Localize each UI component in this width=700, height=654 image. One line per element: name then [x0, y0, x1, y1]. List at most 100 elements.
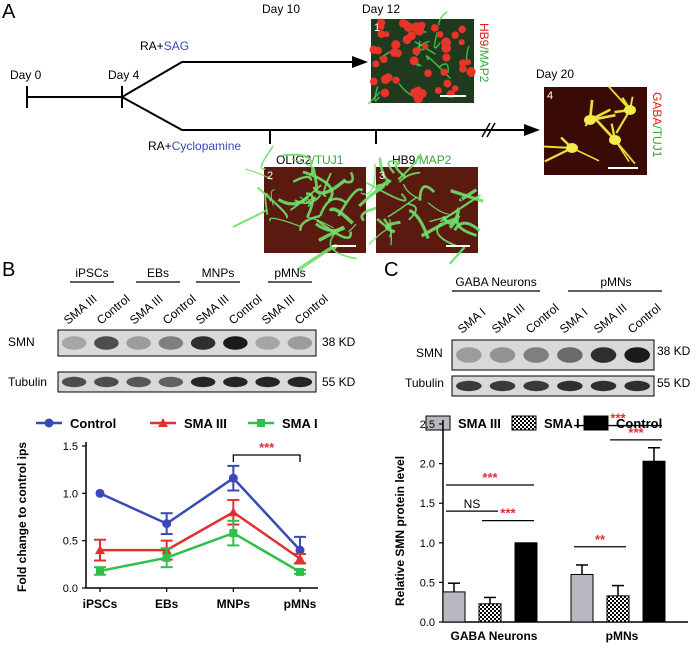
- branch-cyclopamine-line: [121, 96, 528, 131]
- micrograph-fiber: [289, 184, 322, 211]
- micrograph-1-nucleus: [424, 69, 432, 77]
- micrograph-1-nucleus: [380, 88, 390, 98]
- panel-c-tubulin-strip: [451, 375, 655, 397]
- panel-b-blot-label: Tubulin: [8, 375, 47, 389]
- micrograph-fiber: [260, 145, 274, 171]
- micrograph-fiber: [418, 185, 436, 201]
- panel-b-group-label: MNPs: [202, 266, 235, 280]
- panel-c-lane-label: SMA III: [489, 301, 528, 337]
- micrograph-fiber: [269, 217, 303, 228]
- legend-swatch: [425, 415, 451, 431]
- panel-c-tubulin-band: [489, 380, 516, 392]
- bar-sma-i: [478, 603, 502, 623]
- panel-b-blot-size: 38 KD: [322, 335, 356, 349]
- chart-b-y-tick-label: 0.0: [63, 583, 78, 595]
- micrograph-fiber: [407, 203, 417, 221]
- micrograph-1-nucleus: [464, 59, 472, 66]
- micrograph-fiber: [397, 153, 422, 181]
- panel-c-group-label: GABA Neurons: [455, 275, 536, 289]
- panel-b-lane-label: SMA III: [61, 292, 100, 328]
- micrograph-4-soma: [584, 115, 596, 125]
- micrograph-1-nucleus: [402, 20, 409, 27]
- chart-b-x-tick-label: MNPs: [217, 597, 251, 611]
- day20-label: Day 20: [536, 67, 574, 81]
- micrograph-fiber: [314, 222, 345, 232]
- panel-c-group-label: pMNs: [600, 275, 631, 289]
- bar-control: [514, 542, 538, 623]
- micrograph-4-neurite: [591, 114, 616, 141]
- micrograph-1-nucleus: [459, 65, 467, 73]
- panel-b-tubulin-band: [190, 376, 216, 388]
- branch-sag-label: RA+SAG: [140, 39, 189, 53]
- significance-label: ***: [482, 470, 498, 485]
- chart-c-y-tick-label: 0.5: [420, 577, 435, 589]
- significance-label: **: [595, 532, 606, 547]
- chart-c-x-tick-label: pMNs: [606, 629, 639, 643]
- micrograph-4-index: 4: [547, 90, 553, 102]
- panel-b-tubulin-band: [94, 376, 119, 388]
- panel-c-letter: C: [384, 259, 398, 281]
- micrograph-fiber: [232, 208, 268, 228]
- panel-b-tubulin-band: [61, 376, 87, 388]
- data-point: [96, 566, 104, 575]
- micrograph-4-stain-label: GABA/TUJ1: [650, 92, 664, 158]
- panel-b-blot-label: SMN: [8, 335, 35, 349]
- chart-c-y-tick-label: 2.0: [420, 459, 435, 471]
- panel-c-smn-band: [456, 347, 482, 363]
- series-line-sma-i: [99, 531, 301, 573]
- micrograph-1-nucleus: [391, 40, 401, 50]
- micrograph-1-nucleus: [441, 43, 452, 53]
- chart-b-x-tick-label: pMNs: [284, 597, 317, 611]
- micrograph-1-nucleus: [440, 68, 448, 76]
- micrograph-fiber: [328, 207, 354, 225]
- micrograph-2-fibers: [232, 145, 396, 272]
- micrograph-fiber: [450, 189, 484, 203]
- panel-b-blot-strips: SMN 38 KD Tubulin 55 KD: [8, 329, 356, 393]
- panel-b-tubulin-band: [126, 376, 151, 388]
- branch-cyclopamine-label: RA+Cyclopamine: [148, 139, 241, 153]
- data-point: [95, 488, 105, 498]
- micrograph-1-nuclei: [367, 11, 476, 105]
- micrograph-3-fibers: [358, 153, 484, 265]
- micrograph-fiber: [360, 163, 376, 195]
- panel-c-tubulin-band: [456, 380, 482, 392]
- micrograph-fiber: [458, 188, 478, 202]
- micrograph-1-nucleus: [458, 25, 466, 34]
- micrograph-1-stain-label: HB9/MAP2: [477, 23, 491, 83]
- panel-b-group-label: iPSCs: [75, 266, 108, 280]
- data-point: [295, 545, 305, 555]
- micrograph-1-nucleus: [369, 77, 378, 86]
- panel-b-smn-band: [287, 336, 313, 350]
- significance-label: ***: [628, 425, 644, 440]
- legend-label: SMA I: [282, 416, 318, 431]
- significance-bracket: [232, 454, 301, 462]
- micrograph-fiber: [310, 166, 319, 188]
- panel-c-tubulin-band: [557, 380, 583, 392]
- chart-c-bar: SMA III SMA I Control 0.0 0.5 1.0 1.5 2.0 2.5 GAB…: [393, 411, 688, 643]
- chart-b-y-tick-label: 1.5: [63, 441, 78, 453]
- bar-sma-iii: [570, 573, 594, 623]
- panel-b-tubulin-band: [255, 376, 280, 388]
- legend-marker: [257, 419, 265, 427]
- micrograph-fiber: [316, 219, 352, 239]
- micrograph-fiber: [294, 194, 322, 205]
- panel-c-smn-band: [590, 347, 617, 363]
- panel-c-smn-band: [557, 347, 583, 363]
- panel-b-tubulin-band: [287, 376, 313, 388]
- panel-c-lane-label: SMA I: [455, 305, 489, 336]
- panel-c-tubulin-band: [624, 380, 650, 392]
- micrograph-1-nucleus: [443, 79, 452, 88]
- micrograph-1-fiber: [433, 31, 441, 49]
- panel-a: A Day 0 Day 4 Day 10 Day 12 Day 20 RA+SA…: [2, 1, 664, 272]
- micrograph-1-fiber: [414, 41, 436, 55]
- micrograph-fiber: [281, 153, 313, 168]
- chart-c-y-tick-label: 0.0: [420, 617, 435, 629]
- day10-label: Day 10: [262, 2, 300, 16]
- micrograph-1-nucleus: [410, 88, 419, 97]
- micrograph-1-nucleus: [411, 22, 422, 32]
- micrograph-4-background: [544, 87, 647, 175]
- panel-a-letter: A: [2, 1, 16, 23]
